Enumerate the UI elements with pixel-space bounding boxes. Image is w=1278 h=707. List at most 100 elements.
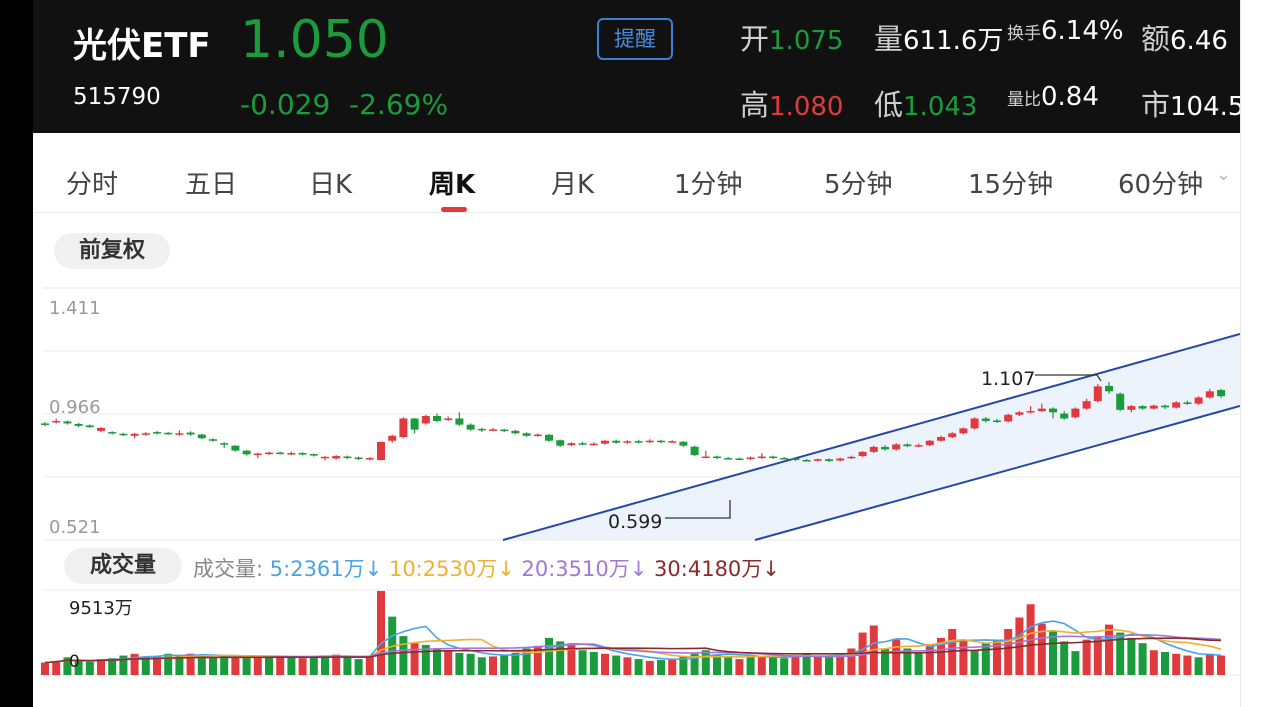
candle-body [825,459,833,461]
candle-body [298,453,307,455]
candle-body [668,441,677,443]
candle-body [1138,406,1147,409]
tab-monthly-k[interactable]: 月K [551,170,595,200]
low-annotation: 0.599 [608,511,662,533]
candle-body [63,421,72,424]
volume-bar [1205,653,1214,675]
tab-5min[interactable]: 5分钟 [824,170,893,200]
candle-body [892,444,901,450]
volume-bar [332,654,341,675]
candle-body [1194,397,1203,404]
volume-bar [679,656,688,675]
volume-bar [925,644,934,675]
candle-body [231,445,240,451]
volume-bar [769,656,777,675]
high-annotation-leader [1035,374,1102,382]
stat-turnover: 换手6.14% [1007,16,1124,46]
candle-body [41,423,49,425]
stat-turnover-value: 6.14% [1041,16,1124,46]
volume-bar [612,655,621,675]
volume-bar [1004,629,1013,675]
candle-body [332,456,341,459]
volume-bar [466,653,475,675]
volume-zero-label: 0 [69,652,80,672]
adjust-toggle[interactable]: 前复权 [54,233,170,269]
tab-60min[interactable]: 60分钟 [1118,170,1204,200]
candle-body [623,441,632,443]
volume-bar [836,653,845,675]
candle-body [141,433,150,435]
alert-button[interactable]: 提醒 [597,18,673,60]
candle-body [108,432,117,434]
stat-low-label: 低 [874,88,904,122]
y-axis-label-top: 1.411 [49,298,101,319]
volume-bar [231,657,240,675]
arrow-down-icon: ↓ [497,557,515,581]
volume-bar [1037,623,1046,675]
candle-body [444,418,453,420]
y-axis-label-bottom: 0.521 [49,517,101,538]
volume-bar [1138,643,1147,675]
stat-low-value: 1.043 [903,92,978,122]
candle-body [836,458,845,461]
candle-body [567,443,576,446]
candle-body [679,441,688,446]
candle-body [645,440,654,443]
volume-ma20: 20:3510万 [521,557,630,581]
volume-bar [780,658,789,675]
tab-intraday[interactable]: 分时 [66,170,119,200]
candle-body [1093,386,1102,402]
candle-body [433,416,441,421]
arrow-down-icon: ↓ [629,557,648,581]
volume-bar [141,657,150,675]
tab-five-day[interactable]: 五日 [185,170,238,200]
candle-body [1149,405,1158,409]
candle-body [1049,408,1057,413]
volume-bar [1183,655,1192,675]
candle-body [959,428,968,434]
candle-body [813,459,822,461]
candle-body [993,420,1001,422]
candle-body [265,452,273,455]
chevron-down-icon[interactable]: ⌄ [1216,164,1232,185]
candle-body [1183,402,1192,404]
volume-bar [937,637,945,675]
volume-bar [242,656,251,675]
volume-bar [847,648,856,675]
volume-bar [724,656,733,675]
volume-bar [298,658,307,675]
candle-body [119,433,128,436]
price-change-percent: -2.69% [349,88,449,121]
candle-body [175,433,184,435]
volume-bar [164,653,173,675]
volume-bar [63,657,72,675]
candle-body [253,453,262,456]
volume-bar [1116,632,1125,675]
tab-daily-k[interactable]: 日K [309,170,353,200]
volume-bar [500,654,509,675]
candle-body [511,430,520,434]
security-code: 515790 [73,84,161,110]
volume-bar [589,652,598,675]
volume-bar [477,657,486,675]
trend-channel [502,333,1240,541]
volume-bar [455,652,464,675]
volume-bar [690,653,699,675]
candle-body [533,434,542,437]
candle-body [746,457,755,460]
stat-high: 高1.080 [740,82,843,124]
volume-bar [1149,650,1158,675]
volume-indicator-toggle[interactable]: 成交量 [64,548,182,584]
tab-15min[interactable]: 15分钟 [968,170,1054,200]
tab-weekly-k[interactable]: 周K [429,170,476,200]
volume-bar [354,659,363,675]
volume-bar [813,656,822,675]
volume-bar [746,655,755,675]
volume-bar [914,652,923,675]
chart-labels: 1.411 0.966 0.521 1.107 0.599 9513万 0 [49,298,1102,672]
volume-bar [1161,652,1169,675]
volume-bar [489,656,497,675]
tab-1min[interactable]: 1分钟 [674,170,743,200]
high-annotation: 1.107 [981,368,1035,390]
volume-bar [993,639,1001,675]
